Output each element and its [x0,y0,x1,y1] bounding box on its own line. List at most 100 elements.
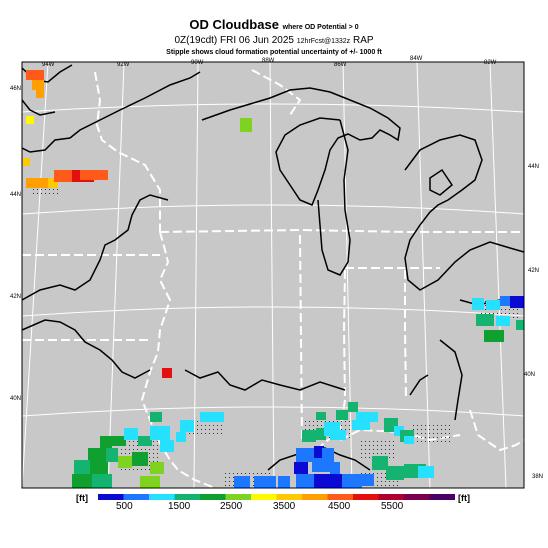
colorbar-swatch [174,494,200,500]
forecast-run: 12hrFcst@1332z [296,38,351,45]
cloudbase-cell [240,118,252,132]
map-title-qualifier: where OD Potential > 0 [282,24,359,31]
lon-label: 84W [410,56,423,62]
graticule [22,62,524,488]
map-title-main: OD Cloudbase [189,17,279,32]
lat-label: 42N [10,294,21,300]
cloudbase-cell [138,436,152,446]
cloudbase-cell [342,474,362,488]
cloudbase-cell [362,474,374,486]
cloudbase-cell [314,474,342,488]
cloudbase-cell [22,158,30,166]
colorbar-swatch [200,494,226,500]
cloudbase-cell [472,298,484,310]
cloudbase-cell [394,426,404,436]
lat-label: 42N [528,268,539,274]
colorbar-swatch [251,494,277,500]
lat-label: 38N [532,474,543,480]
lon-label: 88W [262,58,275,64]
cloudbase-cell [90,462,108,476]
cloudbase-cell [26,70,44,80]
colorbar-swatch [378,494,404,500]
cloudbase-cell [180,420,194,432]
lon-label: 90W [191,60,204,66]
cloudbase-cells [22,70,524,488]
map-frame [21,61,525,489]
cloudbase-cell [484,330,504,342]
cloudbase-cell [48,178,58,188]
lat-label: 40N [524,372,535,378]
lon-label: 94W [42,62,55,68]
cloudbase-cell [336,410,348,420]
colorbar-swatch [149,494,175,500]
cloudbase-cell [314,446,324,458]
cloudbase-cell [162,368,172,378]
cloudbase-cell [150,462,164,474]
cloudbase-cell [32,80,44,90]
cloudbase-cell [418,466,434,478]
colorbar [98,494,455,500]
lon-labels: 94W 92W 90W 88W 86W 84W 82W [42,56,497,68]
colorbar-tick-label: 4500 [328,501,351,512]
model-name: RAP [352,35,374,46]
cloudbase-cell [510,296,524,308]
cloudbase-cell [100,436,112,448]
forecast-time: 0Z(19cdt) FRI 06 Jun 2025 12hrFcst@1332z… [0,35,548,48]
colorbar-tick-label: 2500 [220,501,243,512]
lat-label: 44N [528,164,539,170]
cloudbase-cell [404,436,414,444]
cloudbase-cell [356,412,378,422]
cloudbase-cell [118,456,132,468]
colorbar-swatch [353,494,379,500]
colorbar-swatch [98,494,124,500]
cloudbase-cell [54,170,72,182]
cloudbase-cell [476,314,494,326]
cloudbase-cell [160,440,174,452]
cloudbase-cell [500,296,514,306]
cloudbase-cell [386,466,404,480]
lat-label: 46N [10,86,21,92]
cloudbase-cell [234,476,250,488]
cloudbase-cell [322,448,334,460]
cloudbase-cell [92,474,112,488]
colorbar-tick-label: 3500 [273,501,296,512]
lon-label: 86W [334,62,347,68]
map-title-block: OD Cloudbase where OD Potential > 0 0Z(1… [0,18,548,57]
lat-label: 44N [10,192,21,198]
lat-labels: 46N 44N 42N 40N 44N 42N 40N 38N [10,86,543,480]
cloudbase-cell [26,178,48,188]
cloudbase-cell [176,432,186,442]
cloudbase-cell [330,462,340,474]
cloudbase-cell [330,430,346,440]
cloudbase-cell [132,452,148,466]
cloudbase-cell [88,448,106,462]
lat-label: 40N [10,396,21,402]
cloudbase-cell [348,402,358,412]
cloudbase-cell [150,426,170,440]
colorbar-swatch [276,494,302,500]
cloudbase-cell [296,448,316,462]
cloudbase-cell [486,300,500,310]
lon-label: 82W [484,60,497,66]
cloudbase-cell [302,430,316,442]
cloudbase-cell [496,316,510,326]
cloudbase-cell [80,170,108,180]
colorbar-tick-label: 1500 [168,501,191,512]
colorbar-unit-left: [ft] [76,493,88,503]
lon-label: 92W [117,62,130,68]
cloudbase-cell [294,462,308,474]
forecast-valid-time: 0Z(19cdt) FRI 06 Jun 2025 [174,35,294,46]
colorbar-swatch [225,494,251,500]
colorbar-swatch [429,494,455,500]
stipple-note: Stipple shows cloud formation potential … [166,49,382,56]
colorbar-swatch [327,494,353,500]
cloudbase-cell [316,428,326,440]
coastlines [22,64,524,471]
colorbar-unit-right: [ft] [458,493,470,503]
cloudbase-cell [352,420,370,430]
cloudbase-cell [312,458,334,472]
cloudbase-cell [72,474,92,488]
cloudbase-cell [112,436,126,446]
cloudbase-cell [74,460,90,474]
